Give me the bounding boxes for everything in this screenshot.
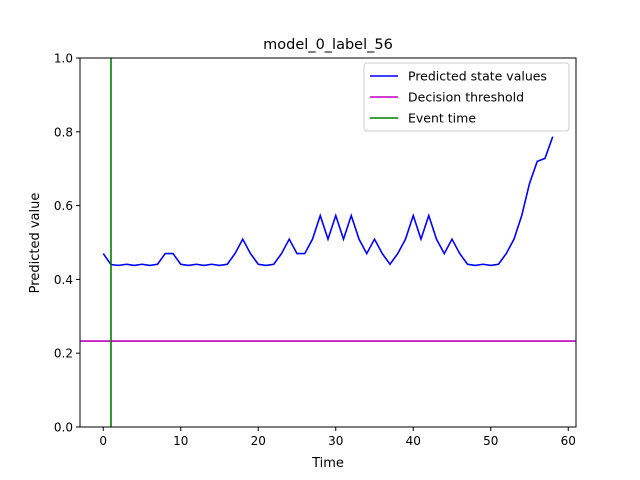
x-tick-label: 0 <box>99 434 107 448</box>
legend-label: Predicted state values <box>408 69 547 84</box>
y-axis-ticks: 0.0 0.2 0.4 0.6 0.8 1.0 <box>54 52 80 435</box>
y-tick-label: 1.0 <box>54 52 73 66</box>
legend-label: Event time <box>408 111 476 126</box>
y-tick-label: 0.4 <box>54 273 73 287</box>
legend-box <box>363 62 570 132</box>
y-tick-label: 0.2 <box>54 347 73 361</box>
x-axis-ticks: 0 10 20 30 40 50 60 <box>99 427 576 448</box>
plot-frame <box>79 57 577 428</box>
x-tick-label: 20 <box>251 434 266 448</box>
legend-label: Decision threshold <box>408 90 524 105</box>
x-tick-label: 60 <box>561 434 576 448</box>
x-tick-label: 30 <box>328 434 343 448</box>
x-tick-label: 40 <box>406 434 421 448</box>
y-tick-label: 0.6 <box>54 199 73 213</box>
x-tick-label: 50 <box>483 434 498 448</box>
x-axis-label: Time <box>311 456 344 471</box>
y-tick-label: 0.0 <box>54 421 73 435</box>
chart-title: model_0_label_56 <box>263 37 393 53</box>
series-line-0 <box>102 136 554 267</box>
x-tick-label: 10 <box>173 434 188 448</box>
legend: Predicted state values Decision threshold… <box>363 62 570 132</box>
y-axis-label: Predicted value <box>28 193 43 294</box>
y-tick-label: 0.8 <box>54 125 73 139</box>
plot-lines <box>80 58 576 427</box>
